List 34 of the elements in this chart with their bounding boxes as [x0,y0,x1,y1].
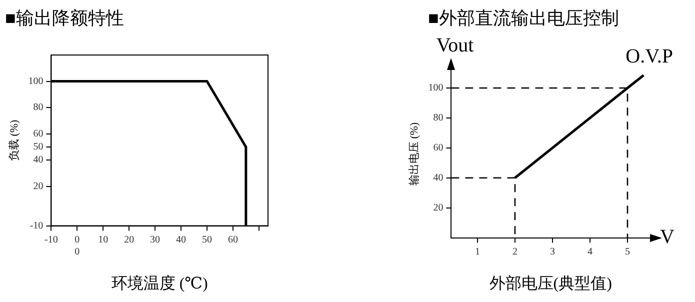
x-tick-label: 0 0 [74,234,80,258]
y-tick-label: 20 [433,202,444,214]
y-tick-label: 60 [433,142,444,154]
y-tick-label: 50 [33,142,44,153]
x-tick-label: 50 [202,234,212,246]
x-tick-label: 4 [587,246,592,258]
y-tick-label: 60 [33,128,44,140]
text: Vout [436,34,474,56]
x-tick-label: 20 [124,234,134,246]
x-tick-label: 60 [228,234,238,246]
x-tick-label: 10 [98,234,108,246]
x-tick-label: 5 [624,246,630,258]
text: V [660,226,675,248]
annotation: O.V.P [626,45,674,68]
x-tick-label: 30 [150,234,160,246]
x-tick-label: 3 [550,246,555,258]
chart-title: ■输出降额特性 [5,7,124,30]
x-axis-title: 环境温度 (℃) [111,274,208,293]
y-tick-label: 40 [433,172,444,184]
y-axis-title: 负载 (%) [7,119,20,162]
y-tick-label: 80 [433,112,444,124]
y-tick-label: 20 [33,181,44,192]
y-tick-label: 100 [428,82,444,94]
y-tick-label: -10 [30,220,44,232]
y-tick-label: 100 [28,76,44,87]
x-tick-label: 1 [474,246,480,258]
x-tick-label: -10 [44,234,58,246]
chart-title: ■外部直流输出电压控制 [428,7,619,30]
x-tick-label: 2 [512,246,518,258]
x-tick-label: 40 [176,234,186,246]
y-tick-label: 80 [33,102,44,114]
y-axis-title: 输出电压 (%) [407,122,420,186]
y-tick-label: 40 [33,154,44,166]
x-axis-title: 外部电压(典型值) [489,274,612,293]
